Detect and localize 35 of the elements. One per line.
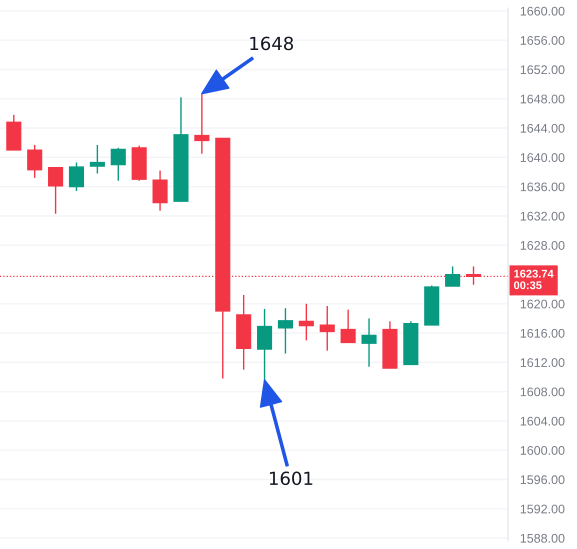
candlestick [445,266,460,287]
y-tick-label: 1592.00 [520,504,564,514]
candlestick [68,162,84,192]
candlestick [110,147,126,182]
candlestick [278,307,294,354]
candlestick [298,303,314,342]
candlestick [256,308,272,381]
annotation: 1648 [250,36,294,50]
candlestick [48,166,64,214]
y-tick-label: 1644.00 [520,124,564,133]
y-tick-label: 1628.00 [520,241,564,250]
candlestick [361,318,377,368]
y-tick-label: 1608.00 [520,387,564,396]
y-tick-label: 1660.00 [520,6,564,16]
y-tick-label: 1612.00 [520,358,564,368]
y-tick-label: 1620.00 [520,300,564,308]
y-tick-label: 1604.00 [520,416,564,426]
annotation: 1601 [270,472,312,486]
candlestick [194,92,210,154]
y-tick-label: 1652.00 [520,65,564,74]
y-tick-label: 1596.00 [520,475,564,484]
ref-line-label: 1623.74 00:35 [514,270,554,290]
candlestick [340,308,356,344]
candlestick [90,144,105,174]
y-tick-label: 1636.00 [520,182,564,192]
y-tick-label: 1632.00 [520,212,564,221]
y-tick-label: 1600.00 [520,446,564,455]
y-tick-label: 1616.00 [520,328,564,338]
candlestick [152,170,168,212]
y-tick-label: 1656.00 [520,36,564,45]
y-tick-label: 1640.00 [520,153,564,162]
candlestick [27,144,42,179]
y-tick-label: 1648.00 [520,94,564,104]
y-tick-label: 1588.00 [520,534,564,543]
candlestick [320,305,335,352]
